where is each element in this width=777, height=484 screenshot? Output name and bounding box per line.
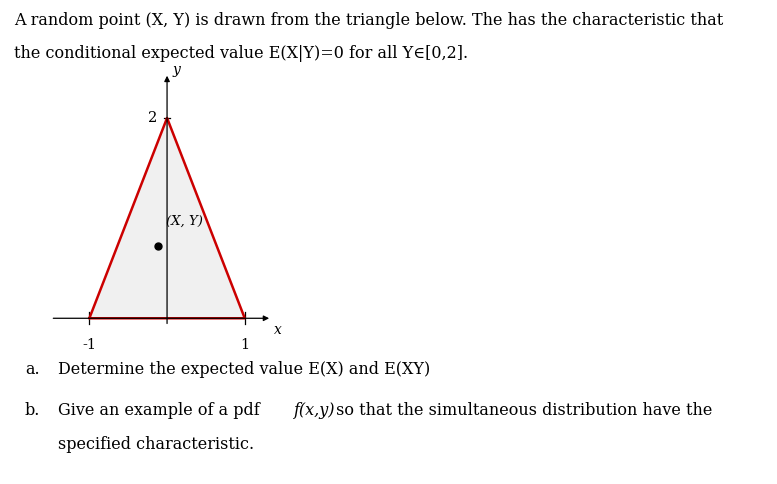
- Text: y: y: [172, 63, 180, 77]
- Text: Give an example of a pdf: Give an example of a pdf: [58, 402, 265, 419]
- Text: 2: 2: [148, 111, 158, 125]
- Text: A random point (X, Y) is drawn from the triangle below. The has the characterist: A random point (X, Y) is drawn from the …: [14, 12, 723, 29]
- Text: x: x: [274, 323, 282, 337]
- Polygon shape: [89, 118, 245, 318]
- Text: a.: a.: [25, 361, 40, 378]
- Text: 1: 1: [240, 338, 249, 352]
- Text: f(x,y): f(x,y): [294, 402, 336, 419]
- Text: (X, Y): (X, Y): [166, 215, 202, 228]
- Text: b.: b.: [25, 402, 40, 419]
- Text: specified characteristic.: specified characteristic.: [58, 436, 254, 453]
- Text: Determine the expected value E(X) and E(XY): Determine the expected value E(X) and E(…: [58, 361, 430, 378]
- Text: the conditional expected value E(X|Y)=0 for all Y∈[0,2].: the conditional expected value E(X|Y)=0 …: [14, 45, 468, 61]
- Text: -1: -1: [82, 338, 96, 352]
- Text: so that the simultaneous distribution have the: so that the simultaneous distribution ha…: [331, 402, 713, 419]
